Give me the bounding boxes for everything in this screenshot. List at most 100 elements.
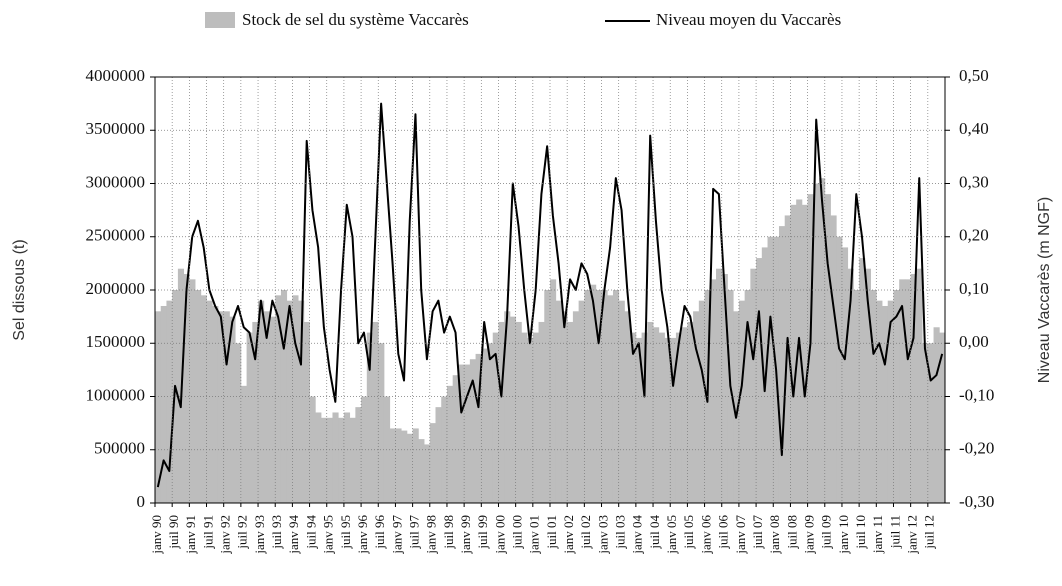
bar [681, 327, 688, 503]
bar [607, 295, 614, 503]
bar [509, 316, 517, 503]
bar [790, 204, 797, 504]
bar [361, 396, 368, 503]
y-tick-label: 2500000 [86, 226, 146, 245]
y2-tick-label: -0,10 [959, 385, 994, 404]
legend-label: Stock de sel du système Vaccarès [242, 10, 469, 29]
bar [664, 337, 671, 503]
x-tick-label: juil 95 [338, 515, 353, 550]
bar [298, 300, 305, 503]
bar [212, 305, 219, 503]
bar [756, 258, 763, 503]
bar [819, 178, 826, 504]
bar [687, 321, 694, 503]
x-tick-label: janv 04 [630, 515, 645, 555]
bar [939, 332, 946, 503]
bar [378, 343, 385, 503]
bar [355, 407, 362, 503]
legend-swatch [205, 12, 235, 28]
x-tick-label: juil 99 [475, 515, 490, 550]
x-tick-label: janv 99 [458, 515, 473, 555]
bar [767, 236, 774, 503]
bar [927, 343, 934, 503]
bar [252, 321, 259, 503]
bar [200, 295, 207, 503]
bar [882, 305, 889, 503]
bar [618, 300, 625, 503]
bar [647, 321, 654, 503]
bar [343, 412, 351, 503]
x-tick-label: janv 02 [561, 515, 576, 555]
bar [315, 412, 322, 503]
bar [338, 417, 345, 503]
bar [217, 311, 225, 503]
bar [412, 428, 419, 503]
x-tick-label: janv 03 [595, 515, 610, 555]
bar [229, 316, 236, 503]
y2-tick-label: -0,30 [959, 492, 994, 511]
bar [653, 327, 660, 503]
bar [401, 430, 408, 503]
x-tick-label: juil 03 [613, 515, 628, 550]
bar [452, 375, 459, 503]
y-tick-label: 500000 [94, 439, 145, 458]
bar [240, 385, 247, 503]
bar [847, 268, 854, 503]
x-tick-label: juil 92 [235, 515, 250, 550]
bar [155, 311, 162, 503]
bar [389, 428, 396, 503]
bar [612, 290, 620, 503]
bar [469, 359, 476, 503]
y-axis-title: Sel dissous (t) [11, 239, 28, 340]
bar [481, 348, 488, 503]
bar [796, 199, 803, 503]
bar [916, 268, 923, 503]
y-tick-label: 4000000 [86, 66, 146, 85]
x-tick-label: juil 10 [853, 515, 868, 550]
bar [578, 300, 585, 503]
x-tick-label: juil 09 [819, 515, 834, 550]
bar [710, 279, 717, 503]
x-tick-label: janv 91 [183, 515, 198, 555]
bar [675, 332, 683, 503]
bar [263, 311, 270, 503]
x-tick-label: janv 11 [870, 515, 885, 554]
x-tick-label: janv 08 [767, 515, 782, 555]
x-tick-label: janv 06 [698, 515, 713, 555]
y-tick-label: 3500000 [86, 119, 146, 138]
bar [624, 311, 631, 503]
x-tick-label: juil 00 [509, 515, 524, 550]
plot-frame [154, 76, 946, 504]
bar [160, 305, 167, 503]
bar [183, 274, 190, 503]
bar [292, 295, 299, 503]
bar [670, 337, 677, 503]
y-tick-label: 2000000 [86, 279, 146, 298]
bar [899, 279, 906, 503]
bar [630, 332, 637, 503]
x-tick-label: janv 01 [527, 515, 542, 555]
bar [321, 417, 328, 503]
bar [498, 321, 505, 503]
x-tick-label: janv 07 [733, 515, 748, 555]
bar [424, 444, 431, 503]
line [156, 102, 944, 488]
x-tick-label: janv 90 [149, 515, 164, 555]
bar [475, 353, 482, 503]
bar [761, 247, 768, 503]
bar [887, 300, 894, 503]
bar [641, 332, 648, 503]
bar [235, 343, 242, 503]
bar [824, 194, 831, 503]
y-tick-label: 1000000 [86, 385, 146, 404]
x-tick-label: janv 10 [836, 515, 851, 555]
y2-axis-title: Niveau Vaccarès (m NGF) [1036, 197, 1053, 383]
bar [429, 423, 436, 503]
plot-area [155, 102, 946, 504]
bar [395, 428, 402, 503]
bar [922, 343, 929, 503]
bar [349, 417, 356, 503]
x-tick-label: janv 97 [389, 515, 404, 555]
bar [521, 332, 528, 503]
bar [716, 268, 723, 503]
